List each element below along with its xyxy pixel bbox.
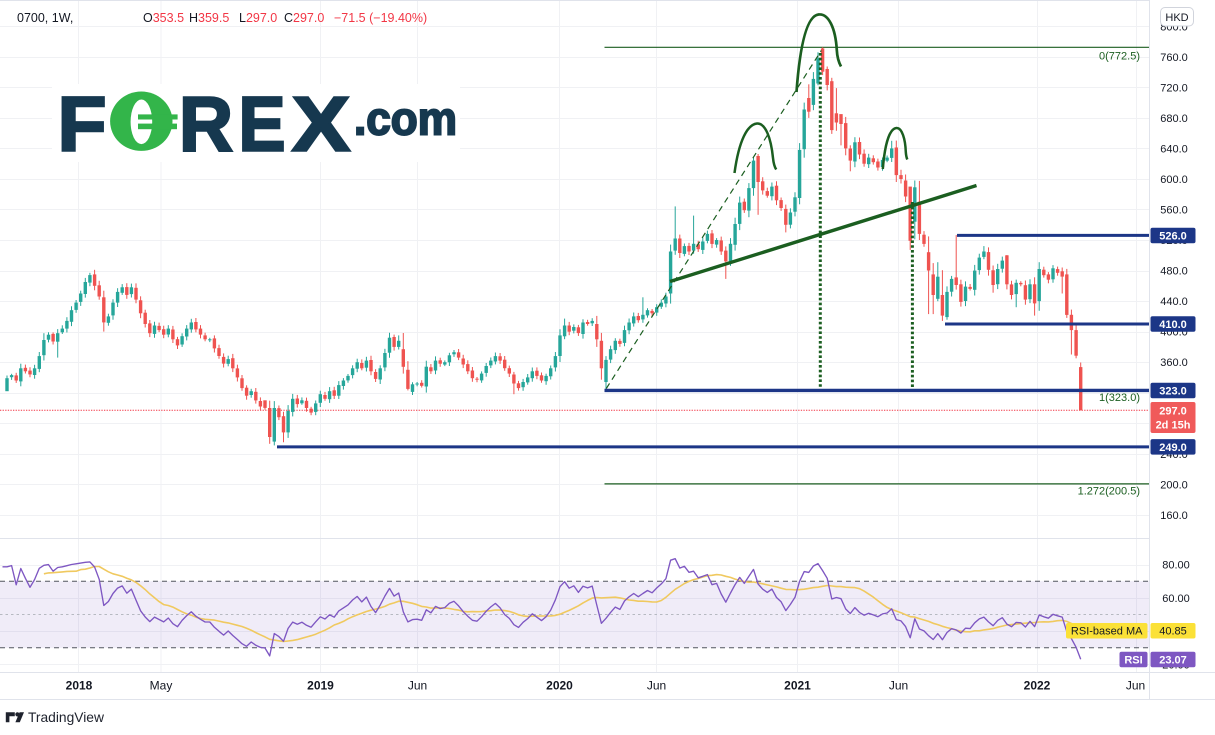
svg-text:249.0: 249.0 — [1159, 442, 1187, 454]
svg-text:2019: 2019 — [307, 679, 334, 693]
svg-text:.com: .com — [354, 93, 457, 145]
svg-text:60.00: 60.00 — [1162, 593, 1190, 605]
svg-text:L297.0: L297.0 — [239, 11, 277, 25]
svg-text:2020: 2020 — [546, 679, 573, 693]
svg-text:23.07: 23.07 — [1159, 654, 1187, 666]
svg-text:Jun: Jun — [408, 679, 427, 693]
svg-text:80.00: 80.00 — [1162, 560, 1190, 572]
svg-text:2018: 2018 — [66, 679, 93, 693]
svg-text:40.85: 40.85 — [1159, 626, 1187, 638]
svg-text:0700, 1W,: 0700, 1W, — [17, 11, 73, 25]
svg-text:2022: 2022 — [1024, 679, 1051, 693]
svg-text:H359.5: H359.5 — [189, 11, 229, 25]
svg-text:200.0: 200.0 — [1160, 479, 1188, 491]
svg-text:1(323.0): 1(323.0) — [1099, 392, 1140, 404]
svg-text:480.0: 480.0 — [1160, 266, 1188, 278]
svg-text:526.0: 526.0 — [1159, 230, 1187, 242]
svg-text:0(772.5): 0(772.5) — [1099, 50, 1140, 62]
svg-text:323.0: 323.0 — [1159, 385, 1187, 397]
svg-text:440.0: 440.0 — [1160, 296, 1188, 308]
svg-text:O353.5: O353.5 — [143, 11, 184, 25]
svg-text:410.0: 410.0 — [1159, 319, 1187, 331]
svg-text:Jun: Jun — [889, 679, 908, 693]
svg-text:HKD: HKD — [1165, 12, 1188, 24]
svg-text:160.0: 160.0 — [1160, 510, 1188, 522]
svg-text:F: F — [58, 82, 107, 168]
svg-text:−71.5 (−19.40%): −71.5 (−19.40%) — [334, 11, 427, 25]
svg-text:2021: 2021 — [784, 679, 811, 693]
svg-text:May: May — [150, 679, 173, 693]
svg-text:640.0: 640.0 — [1160, 143, 1188, 155]
svg-text:X: X — [292, 82, 350, 168]
svg-text:600.0: 600.0 — [1160, 174, 1188, 186]
svg-text:297.0: 297.0 — [1159, 406, 1187, 418]
svg-text:760.0: 760.0 — [1160, 52, 1188, 64]
svg-text:1.272(200.5): 1.272(200.5) — [1078, 485, 1140, 497]
svg-text:2d 15h: 2d 15h — [1156, 420, 1191, 432]
svg-text:RSI-based MA: RSI-based MA — [1071, 626, 1143, 638]
svg-text:720.0: 720.0 — [1160, 82, 1188, 94]
svg-text:Jun: Jun — [1126, 679, 1145, 693]
svg-text:360.0: 360.0 — [1160, 357, 1188, 369]
svg-text:560.0: 560.0 — [1160, 205, 1188, 217]
svg-text:R: R — [179, 82, 233, 168]
svg-text:TradingView: TradingView — [28, 710, 104, 725]
svg-text:680.0: 680.0 — [1160, 113, 1188, 125]
svg-text:Jun: Jun — [647, 679, 666, 693]
svg-text:C297.0: C297.0 — [284, 11, 324, 25]
svg-text:E: E — [239, 82, 286, 168]
svg-text:RSI: RSI — [1124, 654, 1142, 666]
